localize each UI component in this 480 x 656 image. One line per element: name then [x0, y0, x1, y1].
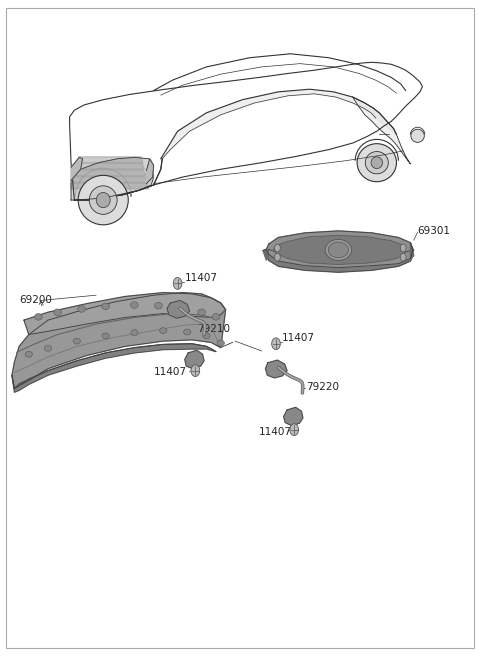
Circle shape: [191, 365, 200, 377]
Polygon shape: [353, 97, 410, 164]
Polygon shape: [79, 157, 143, 163]
Text: 11407: 11407: [282, 333, 315, 344]
Text: 69301: 69301: [418, 226, 451, 236]
Ellipse shape: [25, 352, 32, 357]
Ellipse shape: [371, 157, 383, 169]
Ellipse shape: [217, 340, 225, 346]
Polygon shape: [24, 293, 226, 335]
Ellipse shape: [155, 302, 162, 309]
Text: 79220: 79220: [306, 382, 339, 392]
Ellipse shape: [411, 129, 424, 142]
Polygon shape: [73, 176, 147, 182]
Ellipse shape: [325, 239, 351, 260]
Circle shape: [272, 338, 280, 350]
Ellipse shape: [54, 309, 61, 316]
Ellipse shape: [131, 329, 138, 335]
Ellipse shape: [212, 314, 220, 320]
Polygon shape: [12, 344, 216, 392]
Circle shape: [275, 244, 280, 252]
Ellipse shape: [357, 144, 396, 182]
Polygon shape: [185, 350, 204, 369]
Ellipse shape: [44, 345, 52, 352]
Ellipse shape: [179, 305, 186, 312]
Polygon shape: [284, 407, 303, 426]
Polygon shape: [71, 157, 154, 200]
Text: 79210: 79210: [197, 324, 230, 335]
Ellipse shape: [328, 242, 348, 258]
Polygon shape: [410, 243, 414, 258]
Polygon shape: [167, 300, 190, 318]
Circle shape: [290, 424, 299, 436]
Circle shape: [400, 244, 406, 252]
Ellipse shape: [96, 192, 110, 208]
Ellipse shape: [102, 333, 109, 338]
Ellipse shape: [35, 314, 42, 320]
Ellipse shape: [131, 302, 138, 308]
Text: 11407: 11407: [154, 367, 187, 377]
Polygon shape: [77, 163, 144, 169]
Polygon shape: [266, 231, 413, 268]
Polygon shape: [263, 249, 269, 260]
Polygon shape: [274, 236, 406, 264]
Text: 11407: 11407: [185, 273, 218, 283]
Polygon shape: [12, 293, 226, 388]
Ellipse shape: [78, 175, 128, 225]
Ellipse shape: [159, 328, 167, 333]
Polygon shape: [161, 89, 396, 159]
Ellipse shape: [203, 333, 210, 338]
Ellipse shape: [198, 309, 205, 316]
Ellipse shape: [73, 338, 80, 344]
Polygon shape: [266, 249, 413, 272]
Text: 69200: 69200: [19, 295, 52, 306]
Polygon shape: [265, 360, 287, 378]
Polygon shape: [75, 170, 146, 176]
Ellipse shape: [184, 329, 191, 335]
Text: 11407: 11407: [259, 426, 292, 437]
Circle shape: [275, 253, 280, 261]
Polygon shape: [146, 159, 154, 184]
Ellipse shape: [365, 152, 388, 174]
Circle shape: [400, 253, 406, 261]
Polygon shape: [71, 157, 83, 180]
Polygon shape: [71, 183, 149, 189]
Circle shape: [173, 277, 182, 289]
Ellipse shape: [78, 306, 85, 312]
Ellipse shape: [89, 186, 117, 215]
Ellipse shape: [102, 303, 109, 310]
